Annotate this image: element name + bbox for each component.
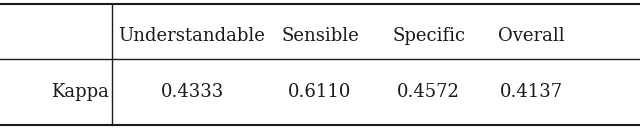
Text: Understandable: Understandable xyxy=(118,27,266,45)
Text: 0.4572: 0.4572 xyxy=(397,83,460,101)
Text: Specific: Specific xyxy=(392,27,465,45)
Text: 0.4333: 0.4333 xyxy=(161,83,223,101)
Text: 0.4137: 0.4137 xyxy=(500,83,563,101)
Text: 0.6110: 0.6110 xyxy=(288,83,352,101)
Text: Overall: Overall xyxy=(498,27,564,45)
Text: Sensible: Sensible xyxy=(281,27,359,45)
Text: Kappa: Kappa xyxy=(51,83,109,101)
